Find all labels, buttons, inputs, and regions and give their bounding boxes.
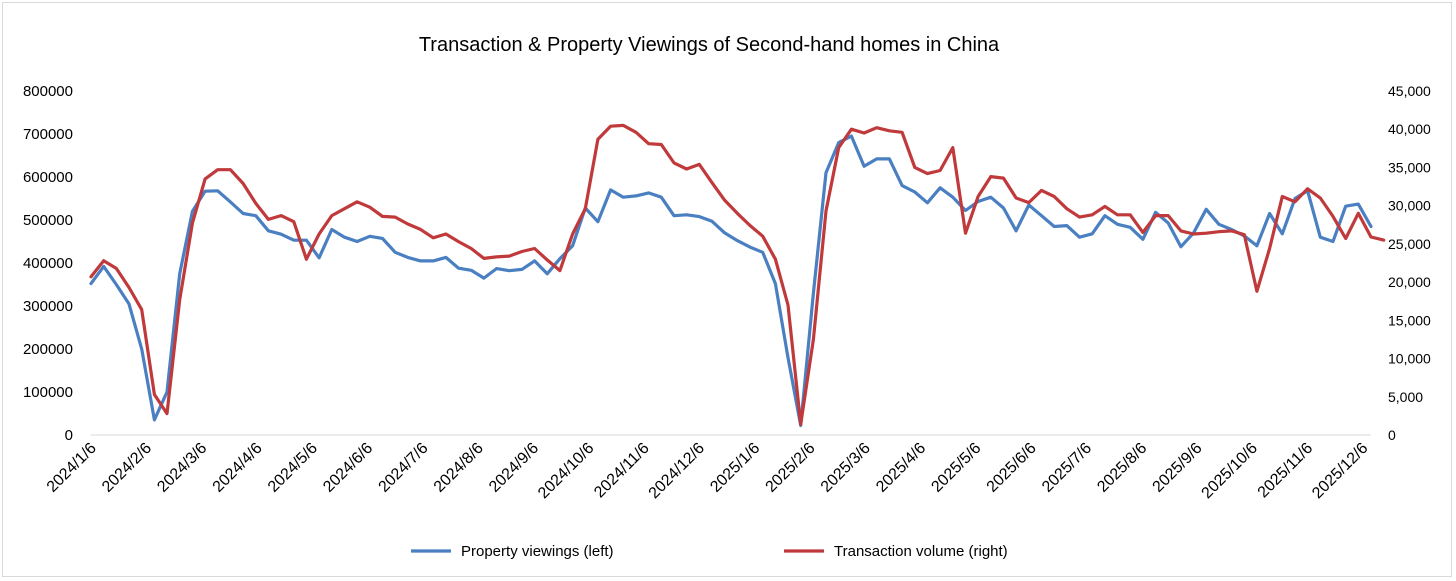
y-right-tick-label: 15,000 <box>1388 312 1431 328</box>
x-tick-label: 2024/11/6 <box>591 440 653 502</box>
x-tick-label: 2025/5/6 <box>928 440 984 496</box>
y-right-tick-label: 10,000 <box>1388 351 1431 367</box>
x-tick-label: 2025/1/6 <box>707 440 763 496</box>
y-right-tick-label: 30,000 <box>1388 198 1431 214</box>
series-line-transaction-volume <box>89 123 1386 426</box>
y-left-tick-label: 600000 <box>23 169 73 186</box>
y-right-tick-label: 20,000 <box>1388 274 1431 290</box>
y-right-tick-label: 40,000 <box>1388 121 1431 137</box>
x-tick-label: 2024/5/6 <box>265 440 321 496</box>
x-tick-label: 2025/8/6 <box>1094 440 1150 496</box>
axes: 0 100000 200000 300000 400000 500000 600000 700… <box>23 83 1431 502</box>
x-tick-label: 2025/7/6 <box>1039 440 1095 496</box>
x-tick-label: 2024/10/6 <box>535 440 597 502</box>
x-tick-label: 2024/12/6 <box>646 440 708 502</box>
series-layer <box>89 123 1386 428</box>
y-left-tick-label: 500000 <box>23 212 73 229</box>
series-line-property-viewings <box>89 134 1373 428</box>
x-tick-label: 2025/4/6 <box>873 440 929 496</box>
dual-axis-line-chart: Transaction & Property Viewings of Secon… <box>23 34 1431 560</box>
y-left-tick-label: 300000 <box>23 298 73 315</box>
x-tick-label: 2024/9/6 <box>486 440 542 496</box>
x-tick-label: 2024/4/6 <box>210 440 266 496</box>
x-tick-label: 2025/3/6 <box>818 440 874 496</box>
legend: Property viewings (left) Transaction volu… <box>411 543 1008 560</box>
x-tick-label: 2025/2/6 <box>763 440 819 496</box>
x-tick-label: 2025/11/6 <box>1255 440 1317 502</box>
x-tick-label: 2025/6/6 <box>984 440 1040 496</box>
x-tick-label: 2025/10/6 <box>1199 440 1261 502</box>
x-tick-label: 2024/2/6 <box>99 440 155 496</box>
y-left-tick-label: 100000 <box>23 384 73 401</box>
x-tick-label: 2024/8/6 <box>431 440 487 496</box>
y-right-tick-label: 35,000 <box>1388 159 1431 175</box>
x-tick-label: 2025/9/6 <box>1150 440 1206 496</box>
x-tick-label: 2024/1/6 <box>44 440 100 496</box>
x-tick-label: 2024/7/6 <box>376 440 432 496</box>
y-left-tick-label: 400000 <box>23 255 73 272</box>
y-right-tick-label: 45,000 <box>1388 83 1431 99</box>
legend-label: Transaction volume (right) <box>834 543 1008 560</box>
chart-title: Transaction & Property Viewings of Secon… <box>419 34 1000 56</box>
y-right-tick-label: 25,000 <box>1388 236 1431 252</box>
legend-label: Property viewings (left) <box>461 543 614 560</box>
y-left-tick-label: 800000 <box>23 83 73 100</box>
x-tick-label: 2025/12/6 <box>1309 440 1371 502</box>
y-left-tick-label: 200000 <box>23 341 73 358</box>
y-left-tick-label: 0 <box>65 427 73 444</box>
x-tick-label: 2024/3/6 <box>154 440 210 496</box>
y-right-tick-label: 5,000 <box>1388 389 1423 405</box>
y-right-tick-label: 0 <box>1388 427 1396 443</box>
y-left-tick-label: 700000 <box>23 126 73 143</box>
x-tick-label: 2024/6/6 <box>320 440 376 496</box>
